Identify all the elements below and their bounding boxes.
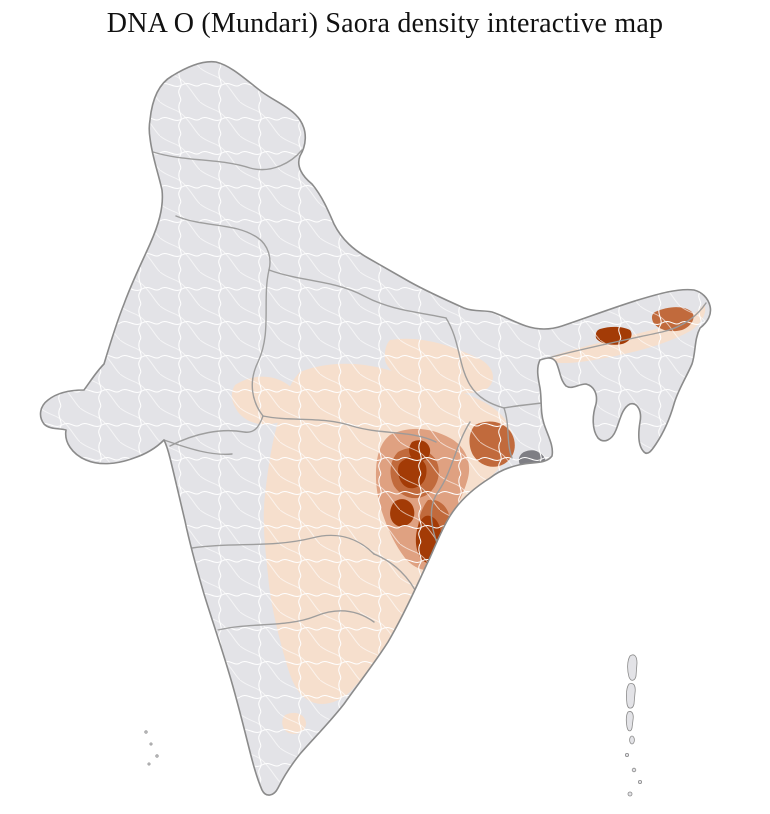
india-outline (39, 60, 712, 796)
andaman-nicobar-islands[interactable] (625, 654, 643, 797)
lakshadweep-islands[interactable] (144, 730, 159, 766)
